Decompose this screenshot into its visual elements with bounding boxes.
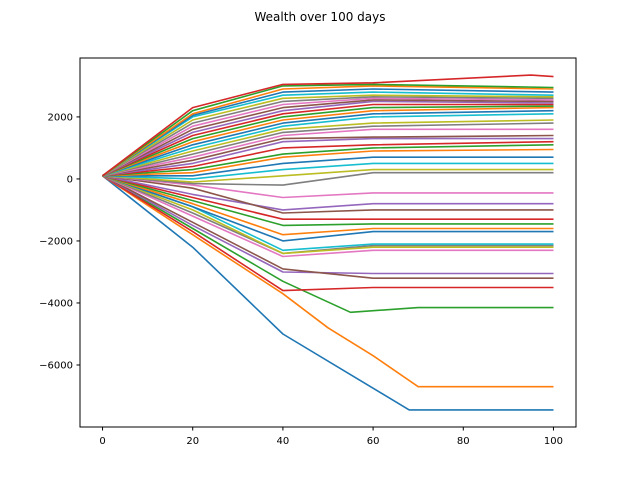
series-line-11 [102,175,554,242]
y-tick-label: 0 [67,174,73,185]
series-line-41 [102,88,554,177]
series-line-21 [102,156,554,177]
series-line-16 [102,175,554,214]
series-line-32 [102,106,554,177]
series-line-38 [102,96,554,177]
series-line-5 [102,175,554,275]
series-line-40 [102,91,554,177]
series-line-28 [102,122,554,177]
y-tick-label: −2000 [39,236,73,247]
series-line-26 [102,134,554,177]
series-line-43 [102,83,554,177]
series-line-7 [102,175,554,258]
series-line-18 [102,171,554,186]
series-line-35 [102,100,554,177]
y-tick-label: 2000 [48,112,73,123]
series-line-1 [102,175,554,411]
x-tick-label: 40 [277,436,290,447]
series-line-17 [102,175,554,199]
x-tick-label: 60 [367,436,380,447]
series-line-9 [102,175,554,255]
series-line-36 [102,99,554,177]
series-line-29 [102,119,554,177]
series-line-24 [102,140,554,177]
series-line-22 [102,148,554,177]
series-line-19 [102,168,554,183]
y-tick-label: −6000 [39,360,73,371]
series-line-39 [102,94,554,177]
series-line-34 [102,103,554,177]
series-line-42 [102,85,554,177]
series-line-13 [102,175,554,227]
series-line-44 [102,74,554,177]
x-tick-label: 80 [457,436,470,447]
series-layer [102,74,554,411]
series-line-3 [102,175,554,314]
chart-title: Wealth over 100 days [255,10,386,24]
series-line-25 [102,137,554,177]
series-line-33 [102,105,554,177]
series-line-27 [102,128,554,177]
axis-ticks: 0 20 40 60 80 100 −6000 −4000 −2000 0 2000 [39,112,563,447]
series-line-2 [102,175,554,388]
y-tick-label: −4000 [39,298,73,309]
series-line-37 [102,97,554,177]
series-line-14 [102,175,554,220]
series-line-23 [102,144,554,177]
series-line-4 [102,175,554,292]
series-line-31 [102,109,554,177]
series-line-20 [102,162,554,180]
series-line-30 [102,113,554,177]
x-tick-label: 0 [99,436,105,447]
plot-frame [79,57,577,428]
series-line-15 [102,175,554,211]
x-tick-label: 100 [544,436,563,447]
series-line-12 [102,175,554,236]
series-line-6 [102,175,554,279]
x-tick-label: 20 [186,436,199,447]
